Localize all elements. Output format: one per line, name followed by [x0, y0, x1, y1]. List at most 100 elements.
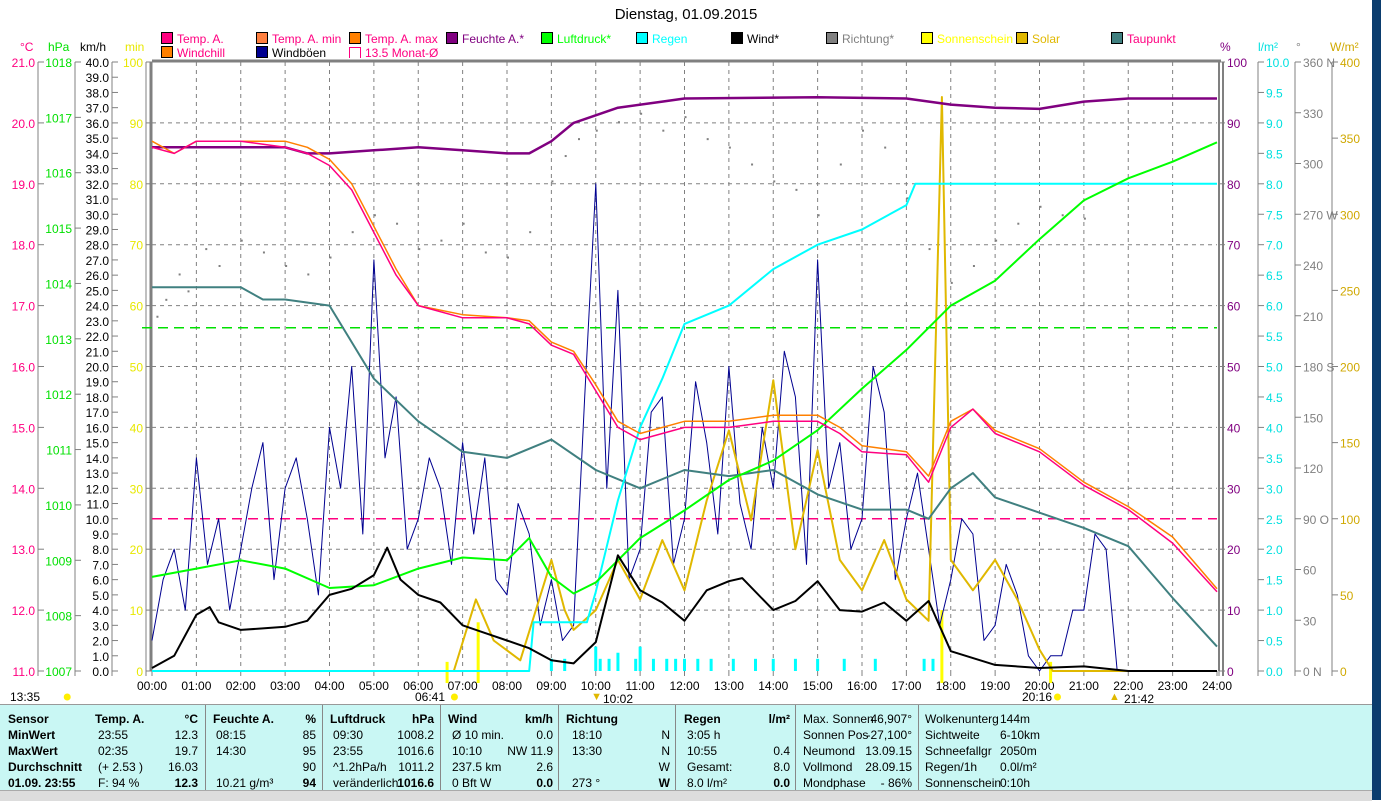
- stat-cell: 16.03: [167, 760, 198, 774]
- x-tick-label: 01:00: [181, 679, 211, 693]
- stat-cell: 0.4: [773, 744, 790, 758]
- stat-cell: Sonnenschein: [925, 776, 1002, 790]
- stat-cell: W: [658, 760, 670, 774]
- axis-tick-label: 19.0: [12, 178, 36, 192]
- axis-tick-label: 18.0: [12, 239, 36, 253]
- stat-cell: ^1.2hPa/h: [333, 760, 387, 774]
- axis-tick-label: 10.0: [1266, 56, 1290, 70]
- stat-cell: 6-10km: [1000, 728, 1041, 742]
- legend-swatch: [541, 32, 553, 44]
- axis-tick-label: 330: [1303, 107, 1323, 121]
- axis-tick-label: 40.0: [86, 56, 110, 70]
- stat-cell: Gesamt:: [687, 760, 733, 774]
- axis-tick-label: 23.0: [86, 315, 110, 329]
- column-divider: [558, 705, 559, 791]
- axis-tick-label: 7.0: [1266, 239, 1283, 253]
- axis-tick-label: 30: [1227, 482, 1241, 496]
- chart-title: Dienstag, 01.09.2015: [614, 6, 758, 23]
- stat-cell: Schneefallgr: [925, 744, 992, 758]
- legend-label: Temp. A. min: [272, 32, 342, 46]
- axis-tick-label: 0: [136, 665, 143, 679]
- humidity-line: [152, 96, 1217, 155]
- stat-cell: 0 Bft W: [452, 776, 492, 790]
- direction-point: [165, 298, 168, 301]
- stat-cell: Regen: [684, 712, 721, 726]
- axis-tick-label: 29.0: [86, 223, 110, 237]
- axis-tick-label: 2.0: [92, 635, 109, 649]
- legend-label: Temp. A.: [177, 32, 224, 46]
- axis-tick-label: 10.0: [86, 513, 110, 527]
- legend-item: Taupunkt: [1111, 32, 1176, 46]
- stat-cell: 0:10h: [1000, 776, 1031, 790]
- axis-tick-label: 3.0: [92, 619, 109, 633]
- x-tick-label: 22:00: [1113, 679, 1143, 693]
- stat-cell: 10:10: [452, 744, 483, 758]
- axis-tick-label: 30: [1303, 614, 1317, 628]
- legend-label: Regen: [652, 32, 688, 46]
- x-tick-label: 15:00: [803, 679, 833, 693]
- stat-cell: Mondphase: [803, 776, 866, 790]
- axis-tick-label: 400: [1340, 56, 1360, 70]
- sun-event-icon: [63, 693, 71, 701]
- stat-cell: 144m: [1000, 712, 1031, 726]
- stat-cell: veränderlich: [333, 776, 399, 790]
- legend-swatch: [446, 32, 458, 44]
- legend-label: Feuchte A.*: [462, 32, 525, 46]
- event-time-left: 13:35: [10, 690, 41, 704]
- direction-point: [795, 188, 798, 191]
- axis-tick-label: 0.0: [1266, 665, 1283, 679]
- legend-item: Temp. A.: [161, 32, 224, 46]
- x-tick-label: 20:00: [1024, 679, 1054, 693]
- column-divider: [795, 705, 796, 791]
- axis-tick-label: 60: [1227, 300, 1241, 314]
- axis-tick-label: 36.0: [86, 117, 110, 131]
- direction-point: [578, 138, 580, 141]
- legend-swatch: [161, 32, 173, 44]
- stat-cell: hPa: [411, 712, 434, 726]
- axis-tick-label: 28.0: [86, 239, 110, 253]
- axis-tick-label: 14.0: [86, 452, 110, 466]
- axis-tick-label: 150: [1303, 411, 1323, 425]
- direction-point: [240, 239, 243, 242]
- column-divider: [322, 705, 323, 791]
- stat-cell: N: [661, 744, 670, 758]
- axis-tick-label: 40: [1227, 421, 1241, 435]
- legend-swatch: [256, 32, 268, 44]
- stat-cell: 237.5 km: [452, 760, 502, 774]
- direction-point: [595, 129, 598, 132]
- direction-point: [728, 146, 731, 149]
- axis-tick-label: 50: [1340, 589, 1354, 603]
- stat-cell: 2050m: [1000, 744, 1037, 758]
- axis-tick-label: 12.0: [12, 604, 36, 618]
- direction-point: [418, 248, 421, 251]
- axis-tick-label: 60: [1303, 564, 1317, 578]
- x-tick-label: 09:00: [536, 679, 566, 693]
- axis-tick-label: 35.0: [86, 132, 110, 146]
- direction-point: [529, 231, 532, 234]
- x-tick-label: 13:00: [714, 679, 744, 693]
- x-tick-label: 14:00: [758, 679, 788, 693]
- stat-cell: 12.3: [174, 728, 198, 742]
- direction-point: [396, 222, 399, 225]
- solar-line: [152, 96, 1217, 672]
- axis-tick-label: 1018: [45, 56, 72, 70]
- stat-cell: 0.0l/m²: [1000, 760, 1037, 774]
- stat-cell: W: [658, 776, 670, 790]
- axis-tick-label: 70: [1227, 239, 1241, 253]
- legend-swatch: [731, 32, 743, 44]
- legend-label: Solar: [1032, 32, 1061, 46]
- stat-cell: 18:10: [572, 728, 603, 742]
- axis-tick-label: 1013: [45, 333, 72, 347]
- axis-tick-label: 1009: [45, 554, 72, 568]
- legend-swatch: [826, 32, 838, 44]
- legend-item: Sonnenschein: [921, 32, 1013, 46]
- legend-swatch: [1016, 32, 1028, 44]
- stat-cell: Wind: [448, 712, 478, 726]
- legend-item: Wind*: [731, 32, 779, 46]
- direction-point: [906, 197, 909, 200]
- column-divider: [205, 705, 206, 791]
- axis-tick-label: 11.0: [87, 498, 110, 512]
- axis-tick-label: 270 W: [1303, 208, 1338, 222]
- x-tick-label: 06:00: [403, 679, 433, 693]
- axis-tick-label: 300: [1303, 158, 1323, 172]
